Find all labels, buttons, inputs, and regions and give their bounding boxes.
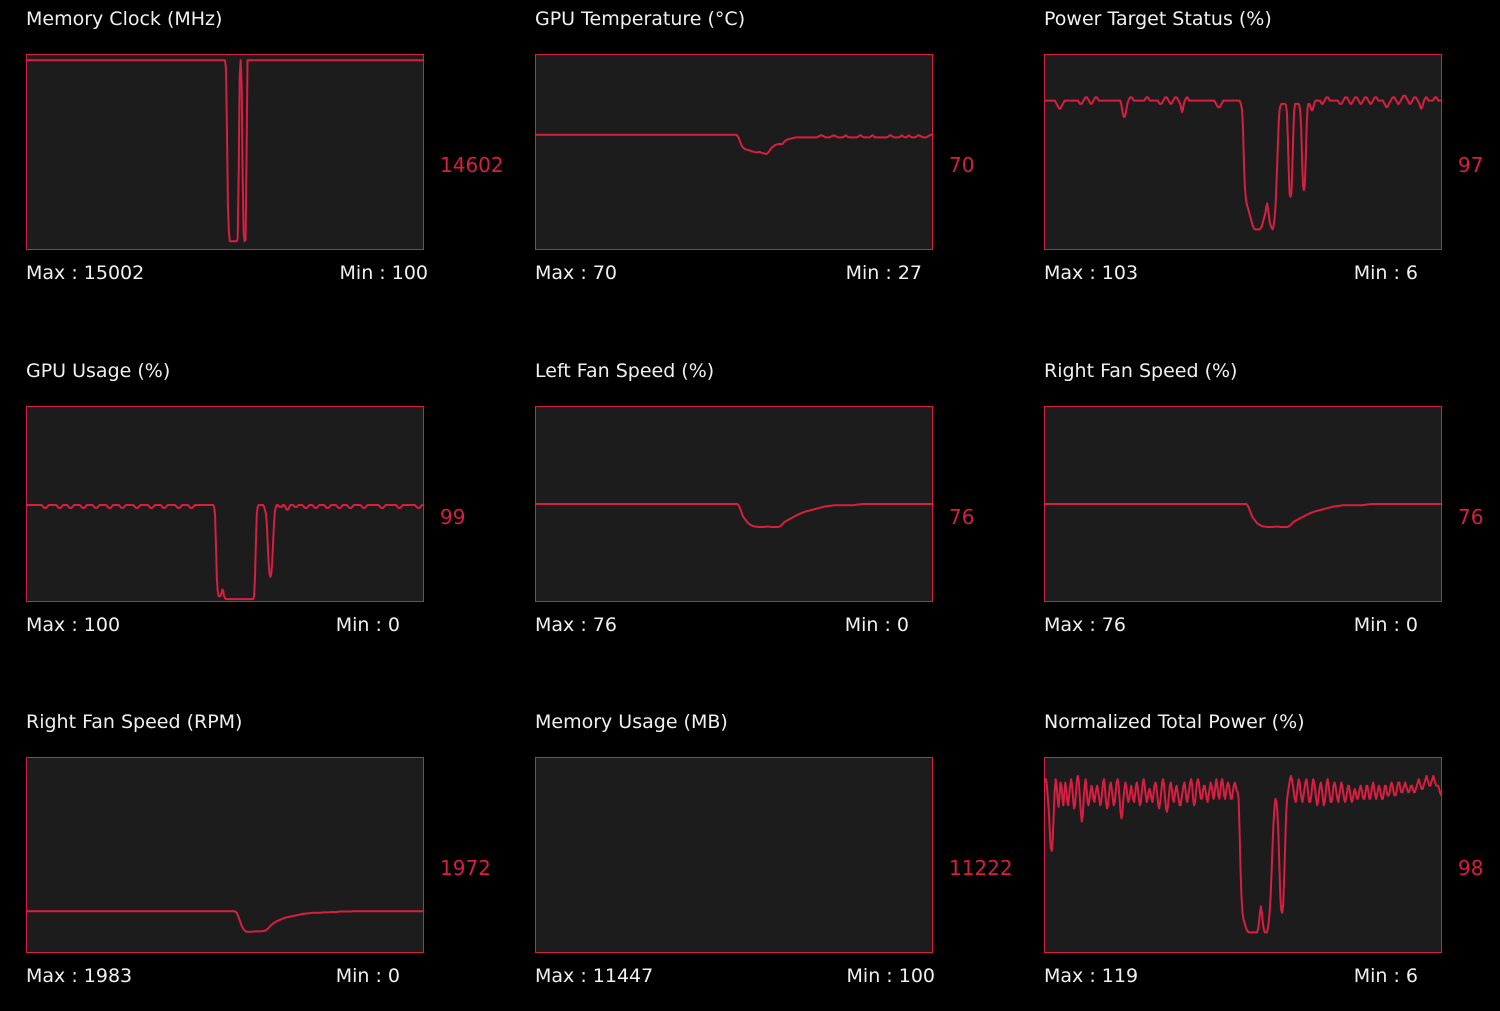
monitor-graph (1044, 757, 1442, 953)
min-value: Min : 0 (335, 965, 400, 987)
monitor-left-fan-speed: Left Fan Speed (%) 76 Max : 76 Min : 0 (535, 352, 1025, 652)
series-line (1045, 94, 1441, 231)
graph-svg (27, 504, 423, 601)
current-value: 98 (1458, 856, 1484, 880)
monitor-graph (535, 54, 933, 250)
min-value: Min : 6 (1353, 262, 1418, 284)
monitor-right-fan-speed-rpm: Right Fan Speed (RPM) 1972 Max : 1983 Mi… (26, 703, 516, 1003)
monitor-title: GPU Temperature (°C) (535, 8, 746, 30)
monitor-graph (26, 54, 424, 250)
monitor-title: Left Fan Speed (%) (535, 360, 715, 382)
monitor-title: Normalized Total Power (%) (1044, 711, 1305, 733)
graph-svg (27, 59, 423, 243)
max-value: Max : 11447 (535, 965, 654, 987)
current-value: 76 (1458, 505, 1484, 529)
series-line (536, 133, 932, 155)
max-value: Max : 15002 (26, 262, 145, 284)
min-value: Min : 100 (339, 262, 428, 284)
current-value: 76 (949, 505, 975, 529)
max-value: Max : 70 (535, 262, 617, 284)
monitor-title: Right Fan Speed (%) (1044, 360, 1238, 382)
current-value: 1972 (440, 856, 491, 880)
max-value: Max : 76 (1044, 614, 1126, 636)
current-value: 99 (440, 505, 466, 529)
max-value: Max : 119 (1044, 965, 1139, 987)
min-value: Min : 0 (335, 614, 400, 636)
monitor-graph (1044, 406, 1442, 602)
series-line (27, 59, 423, 243)
current-value: 70 (949, 153, 975, 177)
max-value: Max : 100 (26, 614, 121, 636)
graph-svg (1045, 774, 1441, 934)
monitor-title: Right Fan Speed (RPM) (26, 711, 243, 733)
max-value: Max : 1983 (26, 965, 133, 987)
monitor-title: Power Target Status (%) (1044, 8, 1272, 30)
monitor-memory-usage: Memory Usage (MB) 11222 Max : 11447 Min … (535, 703, 1025, 1003)
graph-svg (536, 758, 932, 952)
monitor-title: Memory Clock (MHz) (26, 8, 223, 30)
graph-svg (536, 503, 932, 528)
min-value: Min : 6 (1353, 965, 1418, 987)
monitor-graph (26, 757, 424, 953)
min-value: Min : 0 (1353, 614, 1418, 636)
monitor-gpu-temperature: GPU Temperature (°C) 70 Max : 70 Min : 2… (535, 0, 1025, 300)
max-value: Max : 76 (535, 614, 617, 636)
monitor-graph (535, 406, 933, 602)
monitor-title: GPU Usage (%) (26, 360, 171, 382)
series-line (1045, 774, 1441, 934)
current-value: 14602 (440, 153, 504, 177)
min-value: Min : 100 (846, 965, 935, 987)
max-value: Max : 103 (1044, 262, 1139, 284)
monitor-title: Memory Usage (MB) (535, 711, 728, 733)
monitor-graph (26, 406, 424, 602)
min-value: Min : 27 (845, 262, 922, 284)
graph-svg (536, 133, 932, 155)
monitor-right-fan-speed-percent: Right Fan Speed (%) 76 Max : 76 Min : 0 (1044, 352, 1500, 652)
graph-svg (27, 910, 423, 933)
monitor-gpu-usage: GPU Usage (%) 99 Max : 100 Min : 0 (26, 352, 516, 652)
monitor-graph (1044, 54, 1442, 250)
series-line (27, 504, 423, 601)
monitor-memory-clock: Memory Clock (MHz) 14602 Max : 15002 Min… (26, 0, 516, 300)
series-line (27, 910, 423, 933)
monitor-power-target-status: Power Target Status (%) 97 Max : 103 Min… (1044, 0, 1500, 300)
current-value: 11222 (949, 856, 1013, 880)
series-line (536, 503, 932, 528)
graph-svg (1045, 503, 1441, 528)
monitor-graph (535, 757, 933, 953)
current-value: 97 (1458, 153, 1484, 177)
graph-svg (1045, 94, 1441, 231)
min-value: Min : 0 (844, 614, 909, 636)
monitor-normalized-total-power: Normalized Total Power (%) 98 Max : 119 … (1044, 703, 1500, 1003)
series-line (1045, 503, 1441, 528)
